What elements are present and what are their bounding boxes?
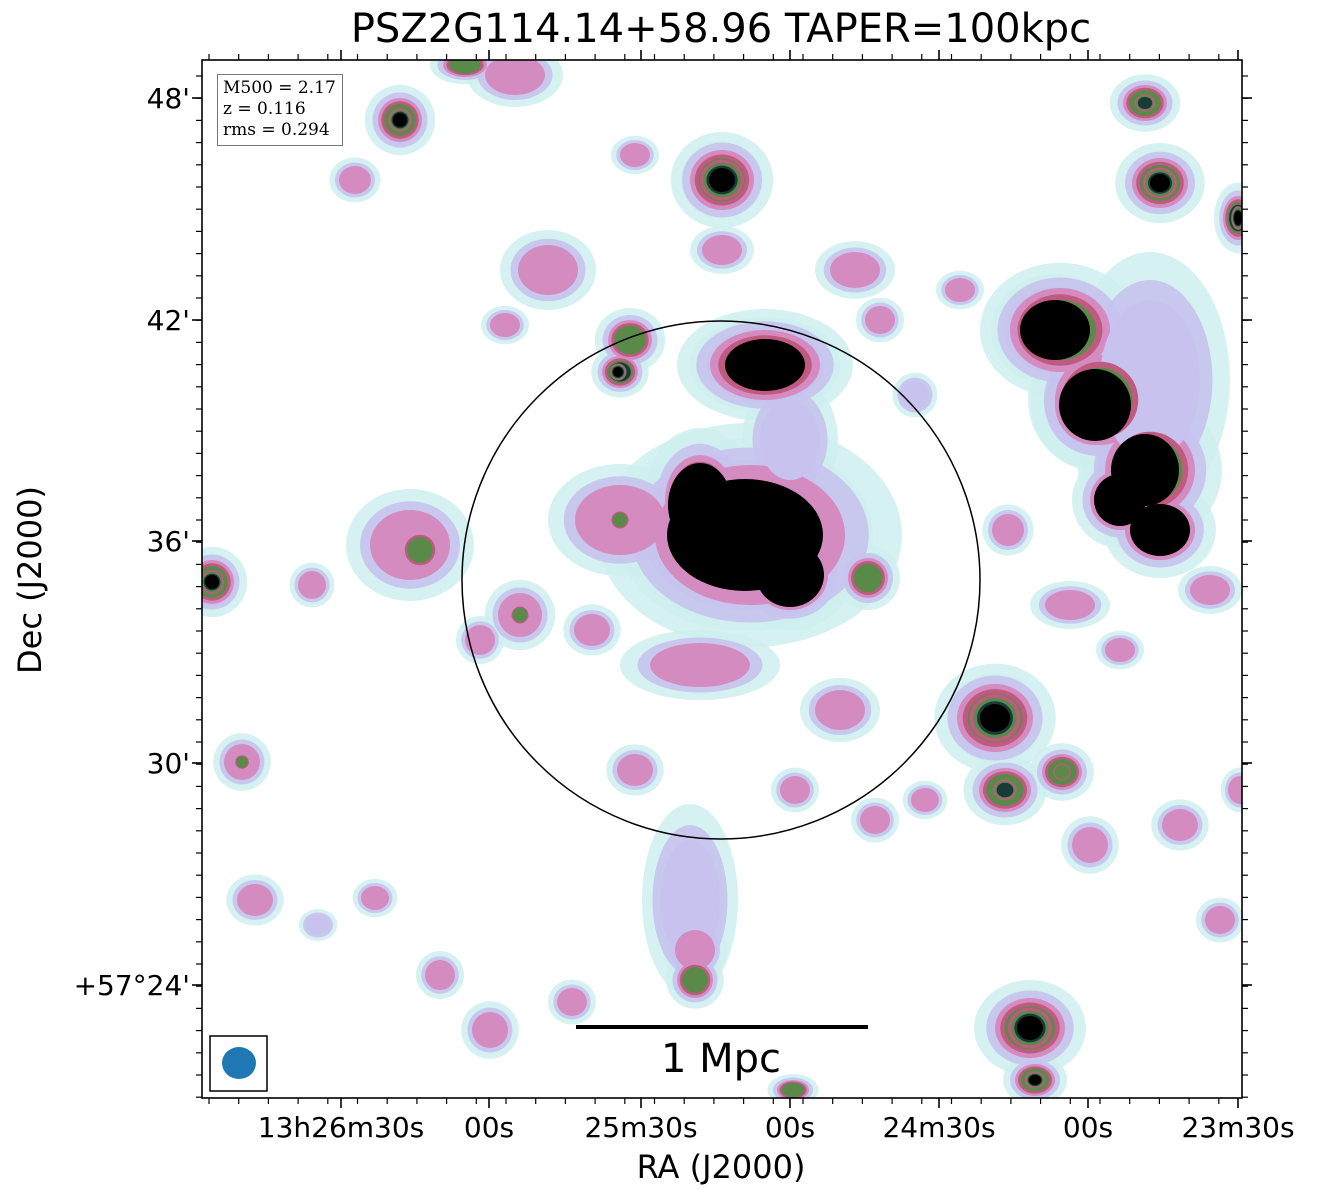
info-box: M500 = 2.17 z = 0.116 rms = 0.294 (217, 74, 343, 146)
beam-box (209, 1035, 268, 1092)
y-tick-label: 48' (147, 82, 190, 115)
x-tick-label: 24m30s (882, 1111, 995, 1144)
y-tick-label: 36' (147, 525, 190, 558)
scale-bar-label: 1 Mpc (661, 1036, 781, 1082)
x-tick-labels: 13h26m30s 00s 25m30s 00s 24m30s 00s 23m30s (258, 1111, 1295, 1144)
y-tick-label: +57°24' (74, 969, 190, 1002)
y-tick-label: 30' (147, 747, 190, 780)
plot-frame (201, 59, 1243, 1099)
redshift-text: z = 0.116 (223, 99, 306, 119)
rms-text: rms = 0.294 (223, 120, 330, 140)
y-tick-labels: 48' 42' 36' 30' +57°24' (74, 82, 190, 1002)
cluster-circle (461, 320, 981, 840)
y-axis-label: Dec (J2000) (11, 486, 49, 674)
chart-title: PSZ2G114.14+58.96 TAPER=100kpc (350, 6, 1092, 52)
x-tick-label: 00s (1063, 1111, 1113, 1144)
x-axis-label: RA (J2000) (636, 1148, 806, 1186)
x-tick-label: 25m30s (584, 1111, 697, 1144)
m500-text: M500 = 2.17 (223, 78, 336, 98)
x-tick-label: 00s (765, 1111, 815, 1144)
beam-ellipse (222, 1047, 256, 1079)
x-tick-label: 23m30s (1181, 1111, 1294, 1144)
x-tick-label: 00s (464, 1111, 514, 1144)
y-tick-label: 42' (147, 304, 190, 337)
axis-ticks (192, 50, 1252, 1108)
image-layer (202, 60, 1242, 1098)
x-tick-label: 13h26m30s (258, 1111, 425, 1144)
